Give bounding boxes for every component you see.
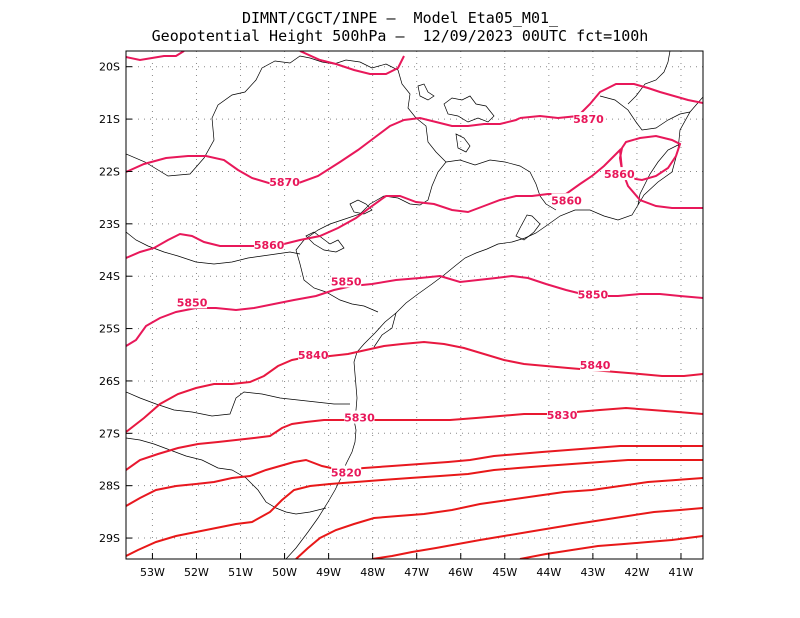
lat-tick-label: 27S	[99, 427, 120, 440]
contour-label: 5840	[580, 359, 611, 372]
lat-tick-label: 29S	[99, 532, 120, 545]
contour-label-bg	[331, 274, 362, 288]
contour-label: 5860	[604, 168, 635, 181]
contour-label: 5840	[298, 349, 329, 362]
contour-label: 5850	[331, 275, 362, 288]
map-title-line-1: DIMNT/CGCT/INPE — Model Eta05_M01_	[241, 9, 559, 27]
contour-5880-northeast	[299, 51, 405, 75]
contour-5880-north	[126, 51, 185, 62]
contour-label: 5850	[578, 289, 609, 302]
contour-5810	[126, 459, 703, 557]
lon-tick-label: 45W	[492, 566, 517, 579]
contour-5860-main	[126, 147, 703, 259]
contour-label: 5830	[547, 409, 578, 422]
contour-5820	[126, 445, 703, 507]
axis-ticks: 53W 52W 51W 50W 49W 48W 47W 46W 45W 44W 43W 42W 41W 2…	[99, 61, 694, 579]
contour-label-bg	[580, 358, 611, 372]
contour-label-bg	[547, 407, 578, 421]
lat-tick-label: 21S	[99, 113, 120, 126]
lon-tick-label: 52W	[184, 566, 209, 579]
contour-label: 5860	[254, 239, 285, 252]
lat-tick-label: 24S	[99, 270, 120, 283]
lon-tick-label: 41W	[669, 566, 694, 579]
lon-tick-label: 53W	[140, 566, 165, 579]
lon-tick-label: 42W	[624, 566, 649, 579]
lon-tick-label: 50W	[272, 566, 297, 579]
map-title-line-2: Geopotential Height 500hPa — 12/09/2023 …	[151, 27, 649, 45]
contour-label-bg	[573, 112, 604, 126]
contour-5790	[371, 507, 703, 559]
lat-tick-label: 22S	[99, 165, 120, 178]
contour-label-bg	[577, 287, 608, 301]
contour-label: 5820	[331, 467, 362, 480]
contour-5840	[126, 340, 703, 433]
contour-label-bg	[551, 193, 582, 207]
contour-5800	[295, 477, 703, 559]
contour-label-bg	[177, 295, 208, 309]
contour-5870-east	[519, 83, 703, 120]
contour-label: 5870	[573, 113, 604, 126]
lon-tick-label: 51W	[228, 566, 253, 579]
contour-label: 5850	[177, 296, 208, 309]
lon-tick-label: 47W	[404, 566, 429, 579]
lon-tick-label: 46W	[448, 566, 473, 579]
lat-tick-label: 20S	[99, 61, 120, 74]
lat-tick-label: 23S	[99, 218, 120, 231]
contour-label-bg	[298, 347, 329, 361]
contour-label-bg	[344, 410, 375, 424]
contour-5870-main	[126, 116, 521, 185]
contour-label: 5830	[344, 412, 375, 425]
lon-tick-label: 49W	[316, 566, 341, 579]
contour-label-bg	[269, 174, 300, 188]
lon-tick-label: 48W	[360, 566, 385, 579]
contour-labels: 5870 5870 5860 5860 5860 5850 5850 5850 5840 5840…	[177, 112, 635, 480]
lon-tick-label: 44W	[536, 566, 561, 579]
contour-label: 5870	[269, 176, 300, 189]
contour-label-bg	[331, 465, 362, 479]
lon-tick-label: 43W	[580, 566, 605, 579]
contour-label-bg	[604, 167, 635, 181]
lat-tick-label: 28S	[99, 480, 120, 493]
lat-tick-label: 26S	[99, 375, 120, 388]
contour-5850	[126, 274, 703, 347]
contour-label: 5860	[551, 194, 582, 207]
plot-frame	[125, 50, 704, 560]
lat-tick-label: 25S	[99, 323, 120, 336]
contour-label-bg	[254, 237, 285, 251]
contour-5780	[519, 535, 703, 559]
